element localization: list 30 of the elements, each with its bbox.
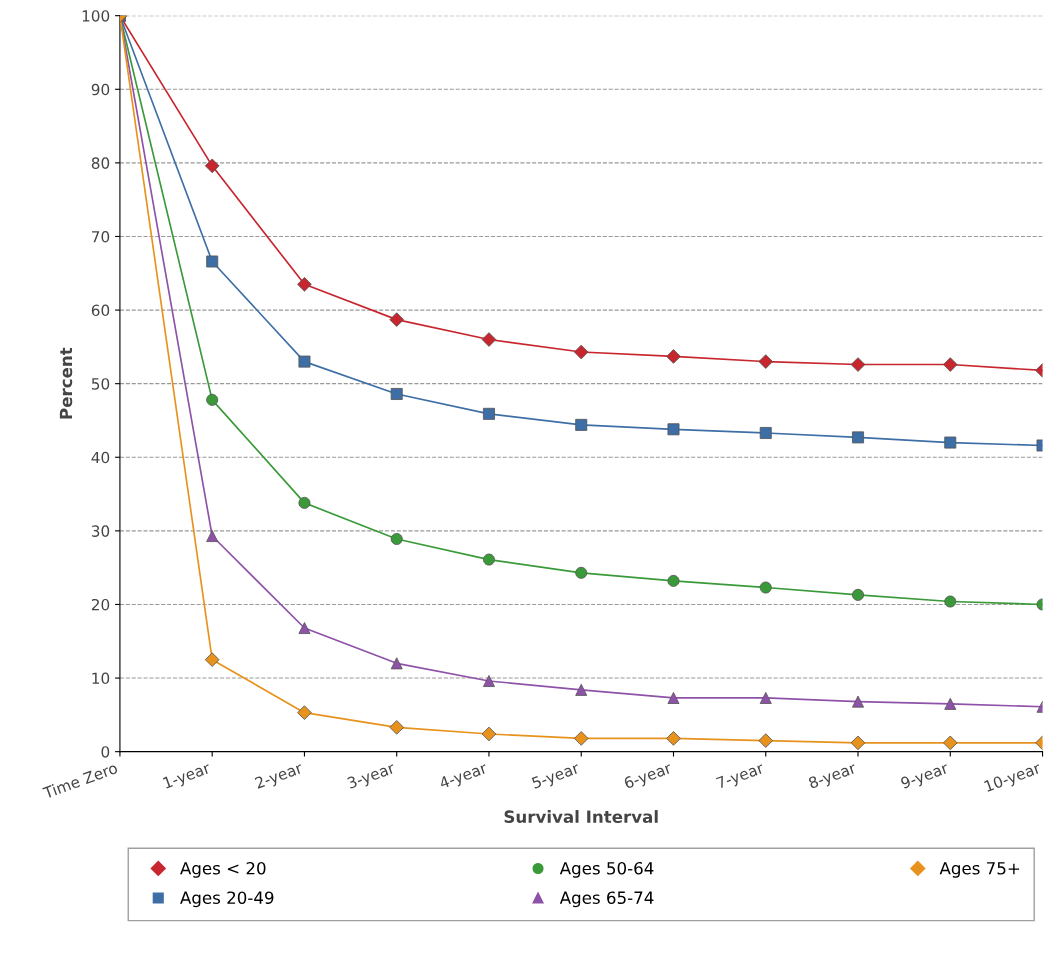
- y-tick-label: 40: [91, 451, 110, 464]
- legend-label: Ages 75+: [939, 862, 1020, 878]
- y-tick-label: 90: [91, 83, 110, 96]
- y-axis-title: Percent: [59, 347, 73, 419]
- x-tick-label: 9-year: [900, 761, 951, 792]
- x-tick-label: 8-year: [807, 761, 859, 792]
- x-tick-label: 7-year: [715, 761, 766, 792]
- x-tick-label: Time Zero: [42, 761, 119, 799]
- legend-label: Ages 50-64: [559, 861, 654, 878]
- x-tick-label: 6-year: [623, 761, 674, 792]
- x-tick-label: 3-year: [346, 761, 397, 792]
- legend-label: Ages 20-49: [180, 891, 274, 908]
- point: [482, 407, 495, 420]
- x-axis-title: Survival Interval: [504, 810, 658, 823]
- x-tick-label: 1-year: [162, 761, 213, 792]
- x-tick-label: 2-year: [254, 761, 305, 792]
- point: [759, 427, 772, 439]
- y-tick-label: 60: [91, 304, 110, 317]
- y-tick-label: 30: [91, 525, 110, 537]
- y-tick-label: 0: [101, 746, 110, 758]
- x-tick-label: 5-year: [531, 761, 582, 792]
- legend-label: Ages < 20: [180, 861, 266, 878]
- y-tick-label: 20: [91, 598, 110, 611]
- y-tick-label: 50: [91, 378, 110, 390]
- y-tick-label: 10: [92, 672, 110, 685]
- legend-label: Ages 65-74: [559, 891, 654, 908]
- y-tick-label: 100: [82, 10, 110, 22]
- x-tick-label: 4-year: [438, 761, 489, 792]
- y-tick-label: 70: [92, 230, 110, 243]
- y-tick-label: 80: [91, 157, 110, 169]
